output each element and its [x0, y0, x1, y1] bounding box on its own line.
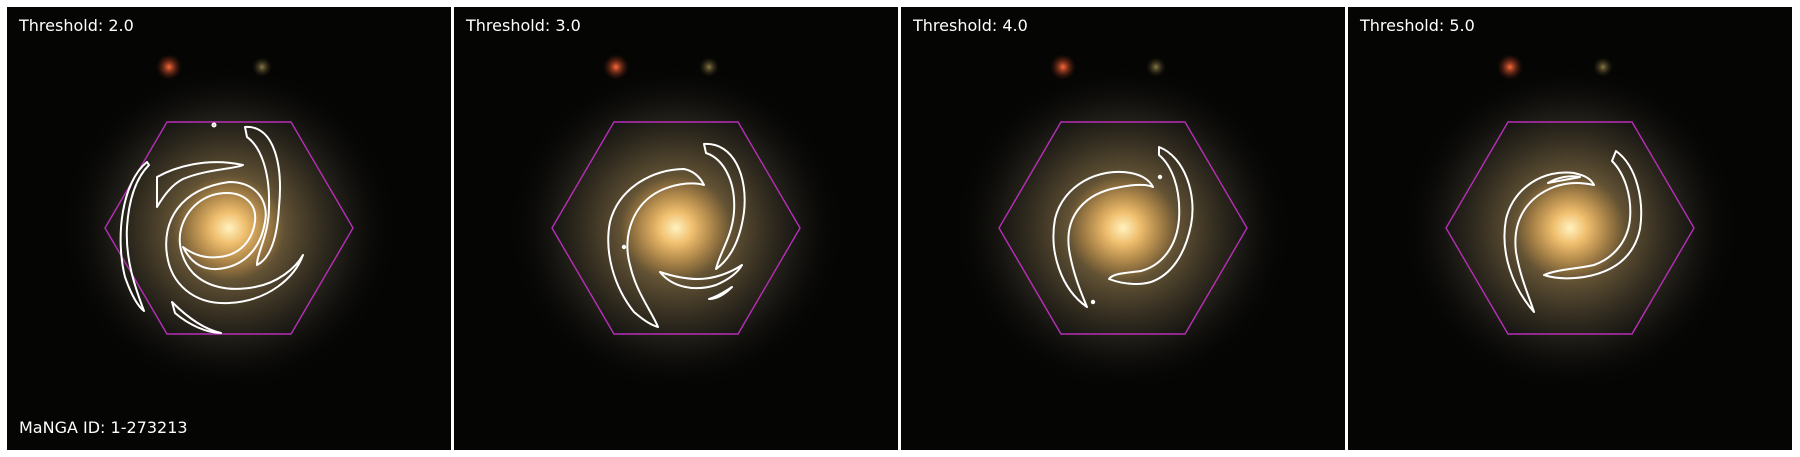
red-star [603, 54, 629, 80]
galaxy-image [7, 7, 451, 450]
panel-threshold-2: Threshold: 2.0 MaNGA ID: 1-273213 [7, 7, 451, 450]
panel-threshold-3: Threshold: 3.0 [454, 7, 898, 450]
galaxy-image [1348, 7, 1792, 450]
faint-star [1146, 57, 1166, 77]
faint-star [1593, 57, 1613, 77]
panel-title: Threshold: 5.0 [1360, 16, 1475, 36]
galaxy-core [1515, 176, 1625, 280]
faint-star [699, 57, 719, 77]
panel-threshold-4: Threshold: 4.0 [901, 7, 1345, 450]
galaxy-image [901, 7, 1345, 450]
manga-id-label: MaNGA ID: 1-273213 [19, 418, 188, 438]
faint-star [252, 57, 272, 77]
red-star [1050, 54, 1076, 80]
panel-threshold-5: Threshold: 5.0 [1348, 7, 1792, 450]
panel-title: Threshold: 4.0 [913, 16, 1028, 36]
panel-title: Threshold: 2.0 [19, 16, 134, 36]
red-star [156, 54, 182, 80]
galaxy-core [1068, 176, 1178, 280]
panel-title: Threshold: 3.0 [466, 16, 581, 36]
red-star [1497, 54, 1523, 80]
galaxy-core [621, 176, 731, 280]
galaxy-image [454, 7, 898, 450]
